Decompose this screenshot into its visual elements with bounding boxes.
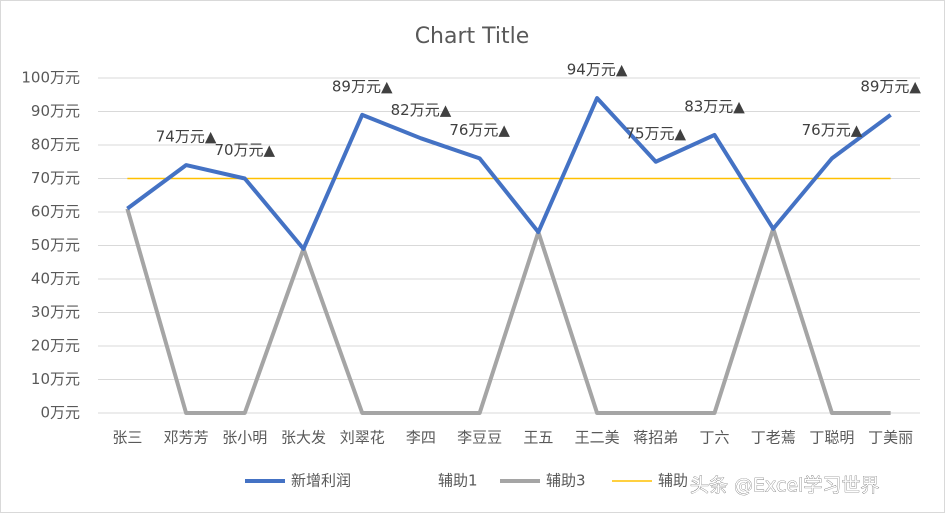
x-tick-label: 李四: [406, 429, 436, 447]
legend-label: 辅助3: [546, 472, 586, 490]
x-tick-label: 丁聪明: [809, 429, 854, 447]
legend-label: 辅助1: [438, 472, 478, 490]
data-label: 76万元▲: [449, 121, 510, 139]
y-tick-label: 30万元: [31, 303, 80, 321]
y-tick-label: 90万元: [31, 102, 80, 120]
y-tick-label: 50万元: [31, 236, 80, 254]
data-label: 76万元▲: [802, 121, 863, 139]
y-tick-label: 70万元: [31, 169, 80, 187]
x-tick-label: 邓芳芳: [164, 429, 209, 447]
y-tick-label: 10万元: [31, 370, 80, 388]
y-tick-label: 40万元: [31, 270, 80, 288]
legend-label: 辅助: [658, 472, 688, 490]
x-tick-label: 张三: [112, 429, 142, 447]
data-label: 82万元▲: [391, 101, 452, 119]
data-label: 94万元▲: [567, 61, 628, 79]
x-tick-label: 王二美: [575, 429, 620, 447]
y-tick-label: 80万元: [31, 136, 80, 154]
series-line: [126, 96, 892, 251]
x-tick-label: 张大发: [281, 429, 326, 447]
x-tick-label: 丁老蔫: [751, 429, 796, 447]
x-tick-label: 刘翠花: [340, 429, 385, 447]
x-tick-label: 王五: [523, 429, 553, 447]
data-label: 70万元▲: [214, 141, 275, 159]
x-tick-label: 丁美丽: [868, 429, 913, 447]
y-tick-label: 0万元: [40, 404, 80, 422]
data-label: 74万元▲: [156, 128, 217, 146]
legend-label: 新增利润: [291, 472, 351, 490]
y-tick-label: 60万元: [31, 203, 80, 221]
data-label: 89万元▲: [860, 77, 921, 95]
x-tick-label: 蒋招弟: [633, 429, 678, 447]
watermark: 头条 @Excel学习世界: [690, 475, 879, 497]
data-label: 89万元▲: [332, 77, 393, 95]
data-label: 83万元▲: [684, 97, 745, 115]
x-tick-label: 丁六: [699, 429, 729, 447]
x-tick-label: 李豆豆: [457, 429, 502, 447]
x-tick-label: 张小明: [222, 429, 267, 447]
series-line: [125, 208, 891, 415]
y-tick-label: 20万元: [31, 337, 80, 355]
y-tick-label: 100万元: [21, 69, 80, 87]
data-label: 75万元▲: [625, 124, 686, 142]
chart-title: Chart Title: [415, 24, 530, 49]
